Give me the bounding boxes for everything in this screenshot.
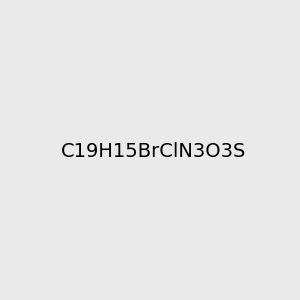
Text: C19H15BrClN3O3S: C19H15BrClN3O3S bbox=[61, 142, 246, 161]
